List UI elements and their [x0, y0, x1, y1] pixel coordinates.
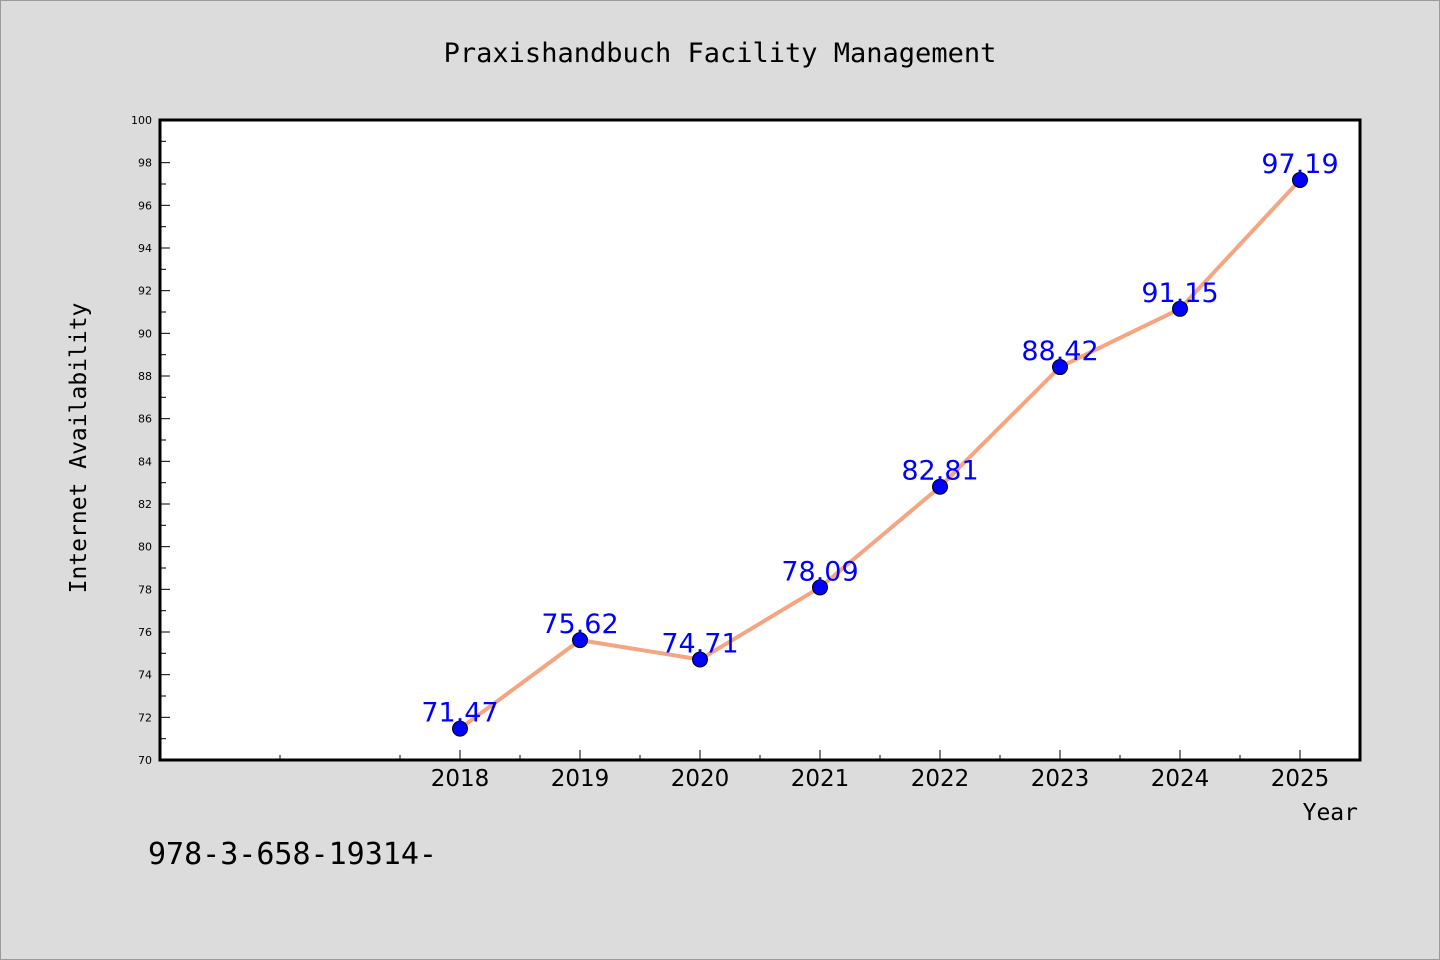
series-line: [458, 177, 1302, 731]
x-tick-label: 2020: [671, 766, 730, 792]
data-point: [452, 720, 468, 737]
x-tick-label: 2018: [431, 766, 490, 792]
x-tick-label: 2023: [1031, 766, 1090, 792]
plot-area: [160, 120, 1360, 760]
y-tick-label: 78: [138, 583, 152, 596]
x-tick-label: 2019: [551, 766, 610, 792]
x-tick-label: 2024: [1151, 766, 1210, 792]
y-tick-label: 90: [138, 327, 152, 340]
x-tick-label: 2022: [911, 766, 970, 792]
plot-frame: [158, 118, 1362, 762]
chart-title: Praxishandbuch Facility Management: [444, 38, 997, 69]
series-layer: 71.47 75.62 74.71 78.09 82.81 88.42 91.15 97.19: [421, 149, 1339, 737]
y-tick-label: 76: [138, 626, 152, 639]
data-point: [572, 632, 588, 649]
data-label: 75.62: [541, 609, 618, 640]
data-point: [1172, 300, 1188, 317]
data-label: 74.71: [661, 629, 738, 660]
data-point: [932, 478, 948, 495]
y-tick-label: 92: [138, 285, 152, 298]
x-tick-label: 2025: [1271, 766, 1330, 792]
y-tick-label: 82: [138, 498, 152, 511]
data-label: 97.19: [1261, 149, 1338, 180]
y-tick-label: 70: [138, 754, 152, 767]
data-point: [1052, 359, 1068, 376]
y-tick-label: 74: [138, 669, 152, 682]
data-label: 82.81: [901, 456, 978, 487]
data-point: [692, 651, 708, 668]
y-tick-label: 88: [138, 370, 152, 383]
x-axis-label: Year: [1303, 800, 1358, 826]
y-tick-label: 96: [138, 199, 152, 212]
isbn-text: 978-3-658-19314-: [148, 837, 437, 872]
data-label: 78.09: [781, 556, 858, 587]
y-tick-label: 94: [138, 242, 152, 255]
y-tick-label: 72: [138, 711, 152, 724]
data-label: 71.47: [421, 698, 498, 729]
x-tick-label: 2021: [791, 766, 850, 792]
y-tick-label: 80: [138, 541, 152, 554]
data-label: 88.42: [1021, 336, 1098, 367]
y-tick-label: 100: [131, 114, 152, 127]
data-label: 91.15: [1141, 278, 1218, 309]
x-axis: 2018 2019 2020 2021 2022 2023 2024 2025: [159, 750, 1361, 792]
y-tick-label: 86: [138, 413, 152, 426]
data-point: [812, 579, 828, 596]
y-tick-label: 98: [138, 157, 152, 170]
y-tick-label: 84: [138, 455, 152, 468]
data-point: [1292, 171, 1308, 188]
y-axis-label: Internet Availability: [66, 303, 92, 594]
